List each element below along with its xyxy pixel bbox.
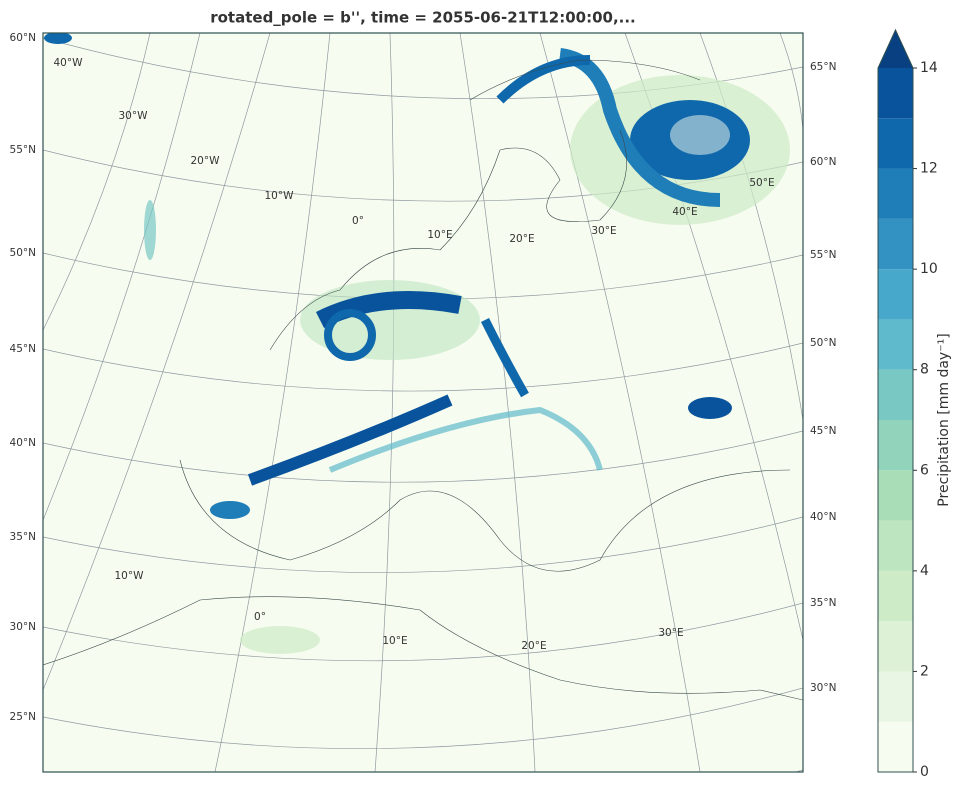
- colorbar-band: [878, 570, 913, 622]
- longitude-line: [43, 33, 151, 331]
- colorbar-label: Precipitation [mm day⁻¹]: [936, 333, 952, 506]
- map-frame: [42, 32, 804, 773]
- colorbar-band: [878, 118, 913, 169]
- latitude-label: 50°N: [810, 337, 836, 349]
- longitude-label: 20°E: [521, 640, 546, 652]
- latitude-label: 40°N: [10, 437, 36, 449]
- longitude-line: [779, 33, 803, 200]
- colorbar-tick-label: 10: [920, 261, 938, 277]
- coastlines: [43, 59, 803, 701]
- latitude-label: 45°N: [810, 425, 836, 437]
- longitude-label: 30°E: [658, 627, 683, 639]
- longitude-label: 10°E: [427, 229, 452, 241]
- colorbar-tick-label: 4: [920, 563, 929, 579]
- longitude-label: 0°: [352, 215, 364, 227]
- colorbar-band: [878, 369, 913, 420]
- colorbar-band: [878, 168, 913, 219]
- colorbar-outline: [877, 28, 914, 773]
- colorbar-band: [878, 420, 913, 471]
- longitude-label: 0°: [254, 611, 266, 623]
- colorbar-tick-label: 6: [920, 462, 929, 478]
- colorbar-extend: [878, 30, 913, 68]
- longitude-label: 20°W: [191, 155, 221, 167]
- longitude-line: [43, 33, 271, 691]
- longitude-label: 30°W: [119, 110, 149, 122]
- longitude-label: 40°E: [672, 206, 697, 218]
- latitude-label: 60°N: [10, 32, 36, 44]
- longitude-label: 40°W: [54, 57, 84, 69]
- longitude-label: 30°E: [591, 225, 616, 237]
- colorbar-tick-label: 8: [920, 362, 929, 378]
- colorbar-band: [878, 269, 913, 320]
- precipitation-field: [44, 33, 790, 654]
- latitude-line: [43, 602, 803, 662]
- longitude-line: [374, 33, 395, 772]
- latitude-line: [794, 769, 803, 772]
- latitude-label: 30°N: [810, 682, 836, 694]
- latitude-label: 40°N: [810, 511, 836, 523]
- latitude-label: 35°N: [810, 597, 836, 609]
- colorbar-tick-label: 0: [920, 764, 929, 780]
- colorbar-tick-label: 12: [920, 161, 938, 177]
- latitude-label: 55°N: [10, 144, 36, 156]
- latitude-line: [43, 516, 803, 573]
- longitude-label: 10°W: [115, 570, 145, 582]
- latitude-label: 50°N: [10, 247, 36, 259]
- colorbar-band: [878, 319, 913, 370]
- longitude-label: 10°W: [265, 190, 295, 202]
- colorbar-band: [878, 68, 913, 119]
- longitude-line: [459, 33, 536, 772]
- colorbar-band: [878, 218, 913, 270]
- latitude-label: 25°N: [10, 711, 36, 723]
- map-content: [43, 33, 803, 772]
- colorbar-band: [878, 671, 913, 722]
- longitude-line: [43, 33, 201, 521]
- colorbar-band: [878, 721, 913, 772]
- longitude-label: 20°E: [509, 233, 534, 245]
- longitude-label: 10°E: [382, 635, 407, 647]
- latitude-line: [43, 430, 803, 483]
- longitude-label: 50°E: [749, 177, 774, 189]
- colorbar-band: [878, 520, 913, 571]
- colorbar-band: [878, 470, 913, 521]
- latitude-line: [43, 342, 803, 392]
- latitude-label: 55°N: [810, 249, 836, 261]
- latitude-label: 35°N: [10, 531, 36, 543]
- longitude-line: [539, 33, 701, 772]
- latitude-label: 30°N: [10, 621, 36, 633]
- latitude-label: 65°N: [810, 61, 836, 73]
- colorbar-tick-label: 2: [920, 663, 929, 679]
- colorbar-band: [878, 621, 913, 672]
- latitude-line: [43, 687, 803, 750]
- colorbar-tick-label: 14: [920, 60, 938, 76]
- latitude-label: 60°N: [810, 156, 836, 168]
- map-title: rotated_pole = b'', time = 2055-06-21T12…: [210, 9, 636, 27]
- longitude-line: [214, 33, 331, 772]
- latitude-label: 45°N: [10, 343, 36, 355]
